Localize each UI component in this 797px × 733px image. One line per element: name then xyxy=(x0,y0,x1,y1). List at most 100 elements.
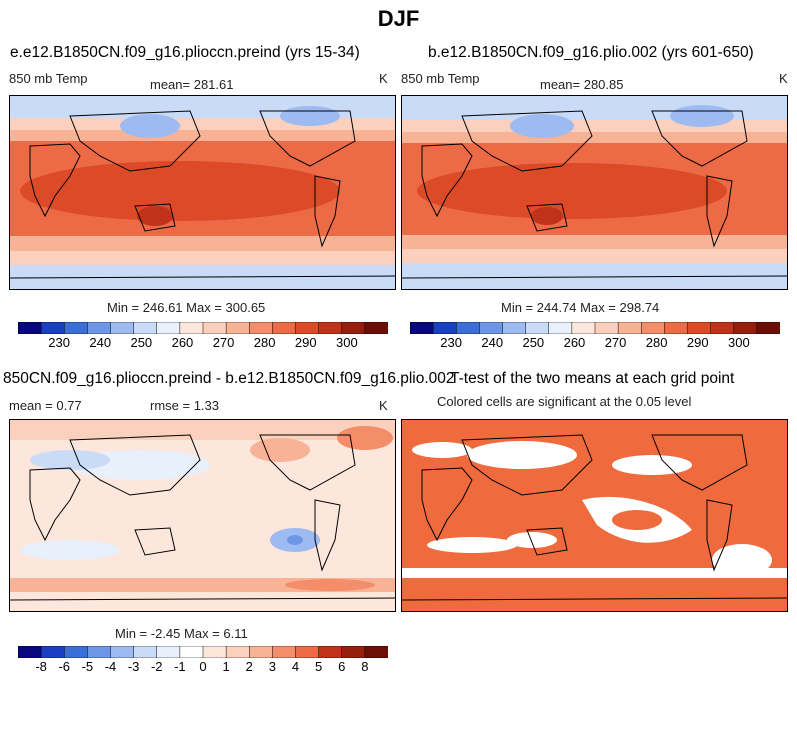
sepacific-core xyxy=(287,535,303,545)
colorbar-cell xyxy=(156,646,181,658)
colorbar-cell xyxy=(18,322,42,334)
colorbar-tick-label: 270 xyxy=(212,335,235,350)
warm-pool xyxy=(20,161,340,221)
colorbar-tick-label: 3 xyxy=(268,659,276,674)
colorbar-cell xyxy=(179,322,204,334)
map-preind xyxy=(9,95,396,290)
mean-label-diff: mean = 0.77 xyxy=(9,398,82,413)
colorbar-preind: 230 240 250 260 270 280 290 300 xyxy=(18,322,388,350)
southern-warm-core xyxy=(285,579,375,591)
colorbar-cell xyxy=(295,322,320,334)
colorbar-tick-label: 0 xyxy=(199,659,207,674)
colorbar-tick-label: 2 xyxy=(245,659,253,674)
colorbar-tick-label: 6 xyxy=(338,659,346,674)
colorbar-tick-label: 5 xyxy=(315,659,323,674)
australia-hot xyxy=(137,206,173,226)
eurasia-outline xyxy=(461,434,593,496)
nonsig-east-pacific xyxy=(612,455,692,475)
antarctica-outline xyxy=(402,597,787,601)
colorbar-cell xyxy=(87,646,112,658)
band-north-mid xyxy=(402,120,787,132)
colorbar-tick-label: -2 xyxy=(150,659,163,674)
colorbar-tick-label: 290 xyxy=(686,335,709,350)
panel-title-ttest: T-test of the two means at each grid poi… xyxy=(450,370,735,387)
colorbar-tick-label: 280 xyxy=(645,335,668,350)
nonsig-australia-west xyxy=(507,532,557,548)
siberia-cold xyxy=(120,114,180,138)
units-label-diff: K xyxy=(379,398,388,413)
variable-label-preind: 850 mb Temp xyxy=(9,71,88,86)
north-america-outline xyxy=(259,110,356,167)
colorbar-tick-label: 8 xyxy=(361,659,369,674)
panel-title-preind: e.e12.B1850CN.f09_g16.plioccn.preind (yr… xyxy=(10,44,360,61)
canada-cold xyxy=(280,106,340,126)
colorbar-cell xyxy=(548,322,573,334)
colorbar-cell xyxy=(617,322,643,334)
map-ttest-svg xyxy=(402,420,787,611)
africa-outline xyxy=(29,143,81,218)
colorbar-cell xyxy=(87,322,112,334)
warm-pool xyxy=(417,163,727,219)
colorbar-tick-label: -8 xyxy=(35,659,47,674)
colorbar-tick-label: -5 xyxy=(81,659,94,674)
map-diff xyxy=(9,419,396,612)
nonsig-north-atlantic xyxy=(412,442,472,458)
band-south-mid xyxy=(402,249,787,263)
colorbar-diff-svg xyxy=(18,646,388,658)
coastlines xyxy=(10,110,395,279)
colorbar-tick-label: 240 xyxy=(89,335,112,350)
colorbar-cell xyxy=(156,322,181,334)
colorbar-tick-label: -6 xyxy=(58,659,71,674)
south-america-outline xyxy=(706,499,733,572)
colorbar-cell xyxy=(341,646,366,658)
map-plio-svg xyxy=(402,96,787,289)
units-label-preind: K xyxy=(379,71,388,86)
north-america-warm xyxy=(250,438,310,462)
subtitle-ttest: Colored cells are significant at the 0.0… xyxy=(437,394,692,409)
colorbar-tick-label: 4 xyxy=(291,659,300,674)
colorbar-plio: 230 240 250 260 270 280 290 300 xyxy=(410,322,780,350)
colorbar-cell xyxy=(18,646,42,658)
colorbar-cell xyxy=(525,322,550,334)
colorbar-plio-svg xyxy=(410,322,780,334)
africa-outline xyxy=(29,467,81,542)
colorbar-cell xyxy=(202,646,227,658)
siberia-cold xyxy=(510,114,574,138)
map-ttest xyxy=(401,419,788,612)
colorbar-cell xyxy=(571,322,596,334)
colorbar-cell xyxy=(502,322,527,334)
south-america-outline xyxy=(706,175,733,248)
australia-outline xyxy=(526,527,568,556)
colorbar-cell xyxy=(179,646,204,658)
antarctica-outline xyxy=(402,275,787,279)
colorbar-ticks-preind: 230 240 250 260 270 280 290 300 xyxy=(18,334,388,350)
mean-label-preind: mean= 281.61 xyxy=(150,77,234,92)
colorbar-tick-label: 300 xyxy=(336,335,358,350)
africa-outline xyxy=(421,467,473,542)
colorbar-cell xyxy=(295,646,320,658)
colorbar-tick-label: 270 xyxy=(604,335,627,350)
indian-cool xyxy=(20,540,120,560)
australia-outline xyxy=(134,527,176,556)
colorbar-tick-label: 290 xyxy=(294,335,317,350)
map-diff-svg xyxy=(10,420,395,611)
colorbar-cell xyxy=(133,322,158,334)
antarctica-outline xyxy=(10,597,395,601)
colorbar-tick-label: 1 xyxy=(222,659,230,674)
south-america-outline xyxy=(314,499,341,572)
colorbar-cell xyxy=(40,322,66,334)
australia-outline xyxy=(526,203,568,232)
colorbar-cell xyxy=(364,646,388,658)
colorbar-cell xyxy=(225,322,251,334)
colorbar-tick-label: 230 xyxy=(48,335,70,350)
units-label-plio: K xyxy=(779,71,788,86)
colorbar-cell xyxy=(641,322,666,334)
eurasia-outline xyxy=(461,110,593,172)
colorbar-cell xyxy=(687,322,712,334)
colorbar-cell xyxy=(249,646,274,658)
rmse-label-diff: rmse = 1.33 xyxy=(150,398,220,413)
canada-cold xyxy=(670,105,734,127)
coastlines xyxy=(10,434,395,601)
nonsig-south-atlantic xyxy=(712,544,772,576)
figure-title: DJF xyxy=(377,6,420,31)
